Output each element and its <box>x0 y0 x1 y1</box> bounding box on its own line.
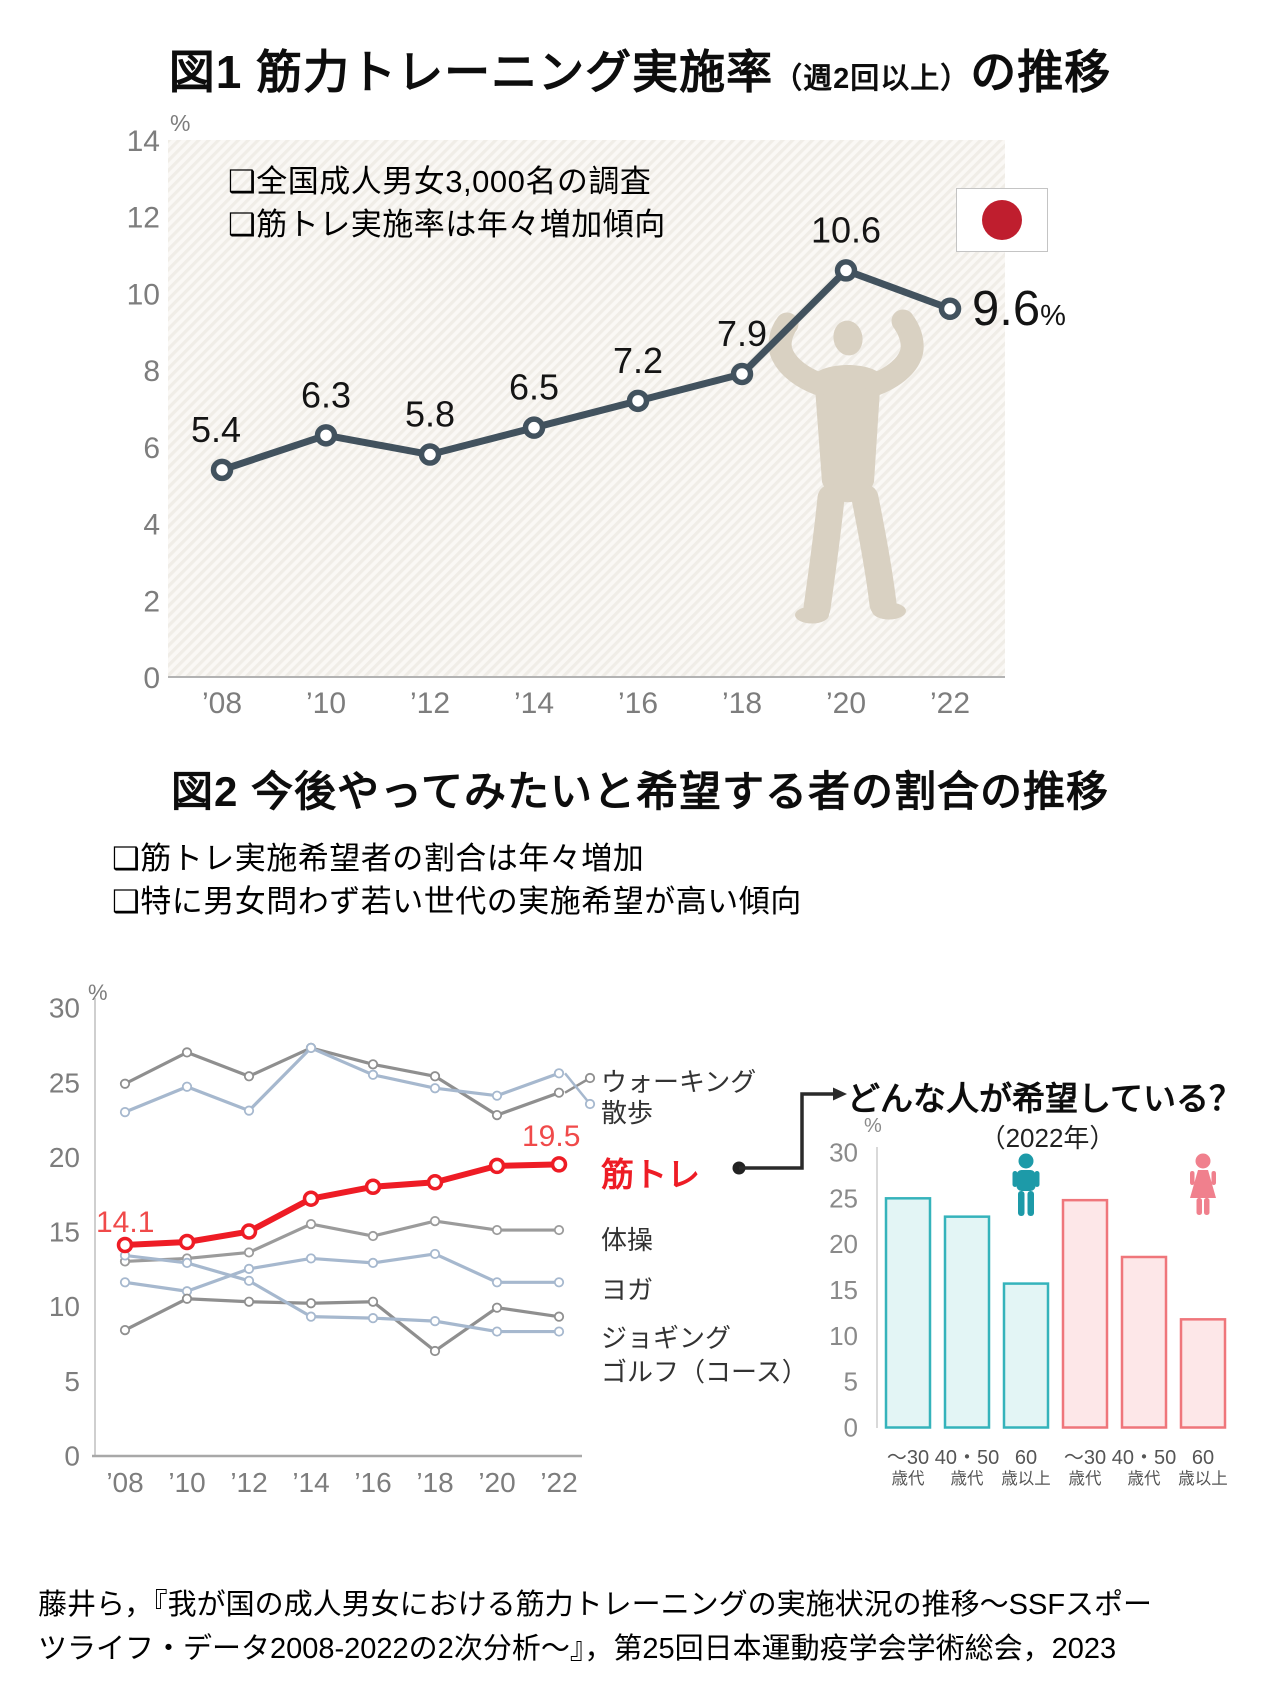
svg-text:12: 12 <box>127 202 160 235</box>
svg-text:’08: ’08 <box>202 687 242 720</box>
svg-text:歳代: 歳代 <box>892 1469 926 1488</box>
svg-text:’22: ’22 <box>930 687 970 720</box>
svg-text:’10: ’10 <box>306 687 346 720</box>
series-label-sanpo: 散歩 <box>601 1098 654 1128</box>
svg-text:’14: ’14 <box>514 687 554 720</box>
svg-text:40・50: 40・50 <box>1112 1447 1177 1469</box>
kintore-first-value: 14.1 <box>96 1206 155 1239</box>
fig2-bar-chart: 051015202530%～30歳代40・50歳代60歳以上～30歳代40・50… <box>829 1115 1228 1488</box>
svg-text:14: 14 <box>127 125 160 158</box>
svg-text:’08: ’08 <box>106 1467 143 1498</box>
svg-text:2: 2 <box>143 585 160 618</box>
svg-text:9.6%: 9.6% <box>972 282 1066 336</box>
figure1-title-paren: （週2回以上） <box>773 63 971 95</box>
svg-text:7.9: 7.9 <box>717 313 767 354</box>
svg-text:6.5: 6.5 <box>509 367 559 408</box>
svg-text:40・50: 40・50 <box>935 1447 1000 1469</box>
svg-text:’16: ’16 <box>618 687 658 720</box>
bodybuilder-silhouette-icon <box>768 309 924 624</box>
svg-text:30: 30 <box>829 1137 858 1167</box>
svg-text:25: 25 <box>829 1183 858 1213</box>
kintore-last-value: 19.5 <box>522 1120 581 1153</box>
svg-text:%: % <box>864 1115 882 1137</box>
svg-text:5.8: 5.8 <box>405 394 455 435</box>
svg-text:%: % <box>88 980 108 1005</box>
svg-text:5: 5 <box>844 1367 858 1397</box>
svg-text:4: 4 <box>143 509 160 542</box>
svg-text:10: 10 <box>829 1321 858 1351</box>
svg-text:’12: ’12 <box>230 1467 267 1498</box>
figure2-note-1: ❑筋トレ実施希望者の割合は年々増加 <box>112 841 645 876</box>
svg-text:60: 60 <box>1192 1447 1214 1469</box>
svg-text:0: 0 <box>844 1413 858 1443</box>
svg-text:歳以上: 歳以上 <box>1178 1469 1228 1488</box>
figure1-title: 図1 筋力トレーニング実施率（週2回以上）の推移 <box>0 36 1280 102</box>
svg-text:30: 30 <box>49 993 80 1024</box>
male-icon <box>1012 1153 1040 1216</box>
figure1-note-2: ❑筋トレ実施率は年々増加傾向 <box>228 207 666 242</box>
svg-text:0: 0 <box>64 1441 80 1472</box>
figure1-title-tail: の推移 <box>970 46 1112 98</box>
svg-text:10: 10 <box>127 278 160 311</box>
svg-text:6.3: 6.3 <box>301 374 351 415</box>
svg-text:’18: ’18 <box>416 1467 453 1498</box>
svg-text:歳代: 歳代 <box>1128 1469 1162 1488</box>
svg-text:歳代: 歳代 <box>951 1469 985 1488</box>
svg-text:10: 10 <box>49 1291 80 1322</box>
svg-text:5: 5 <box>64 1366 80 1397</box>
kintore-connector-arrow <box>732 1087 847 1175</box>
svg-text:～30: ～30 <box>887 1447 929 1469</box>
bar-chart-title: どんな人が希望している？ <box>847 1080 1243 1117</box>
svg-text:’18: ’18 <box>722 687 762 720</box>
svg-text:’20: ’20 <box>478 1467 515 1498</box>
svg-text:0: 0 <box>143 662 160 695</box>
svg-text:20: 20 <box>829 1229 858 1259</box>
svg-text:20: 20 <box>49 1142 80 1173</box>
svg-text:’14: ’14 <box>292 1467 329 1498</box>
svg-text:5.4: 5.4 <box>191 409 241 450</box>
figure2-title: 図2 今後やってみたいと希望する者の割合の推移 <box>171 768 1109 815</box>
svg-text:’22: ’22 <box>540 1467 577 1498</box>
svg-text:歳以上: 歳以上 <box>1001 1469 1051 1488</box>
figure2-note-2: ❑特に男女問わず若い世代の実施希望が高い傾向 <box>112 884 802 919</box>
japan-flag-sun <box>982 200 1022 240</box>
fig1-line-chart: 0 2 4 6 8 10 12 14% ’08 ’10 ’12 ’14 ’16 ’18 ’20 ’22 5.4 6… <box>127 110 1066 720</box>
svg-text:’10: ’10 <box>168 1467 205 1498</box>
bar-chart-subtitle: （2022年） <box>979 1123 1116 1153</box>
svg-text:8: 8 <box>143 355 160 388</box>
female-icon <box>1190 1153 1216 1215</box>
series-label-taiso: 体操 <box>601 1225 654 1255</box>
svg-text:’12: ’12 <box>410 687 450 720</box>
svg-text:’20: ’20 <box>826 687 866 720</box>
japan-flag-icon <box>956 188 1048 252</box>
citation-text: 藤井ら，『我が国の成人男女における筋力トレーニングの実施状況の推移～SSFスポー… <box>38 1589 1153 1665</box>
series-label-jogging: ジョギング <box>601 1323 732 1353</box>
series-label-kintore: 筋トレ <box>601 1156 700 1193</box>
fig2-line-chart: 0 5 10 15 20 25 30% ’08 ’10 ’12 ’14 ’16 ’18 ’20 ’22 <box>49 980 596 1498</box>
figure1-note-1: ❑全国成人男女3,000名の調査 <box>228 164 652 199</box>
svg-text:7.2: 7.2 <box>613 340 663 381</box>
svg-text:15: 15 <box>49 1217 80 1248</box>
svg-text:’16: ’16 <box>354 1467 391 1498</box>
svg-text:歳代: 歳代 <box>1069 1469 1103 1488</box>
svg-text:15: 15 <box>829 1275 858 1305</box>
series-label-yoga: ヨガ <box>601 1275 654 1305</box>
series-label-walking: ウォーキング <box>601 1067 757 1097</box>
svg-text:%: % <box>170 110 190 136</box>
svg-text:～30: ～30 <box>1064 1447 1106 1469</box>
series-label-golf: ゴルフ（コース） <box>601 1357 808 1387</box>
svg-text:10.6: 10.6 <box>811 209 881 250</box>
figure1-title-main: 図1 筋力トレーニング実施率 <box>168 46 774 98</box>
svg-text:6: 6 <box>143 432 160 465</box>
svg-text:25: 25 <box>49 1067 80 1098</box>
svg-text:60: 60 <box>1015 1447 1037 1469</box>
